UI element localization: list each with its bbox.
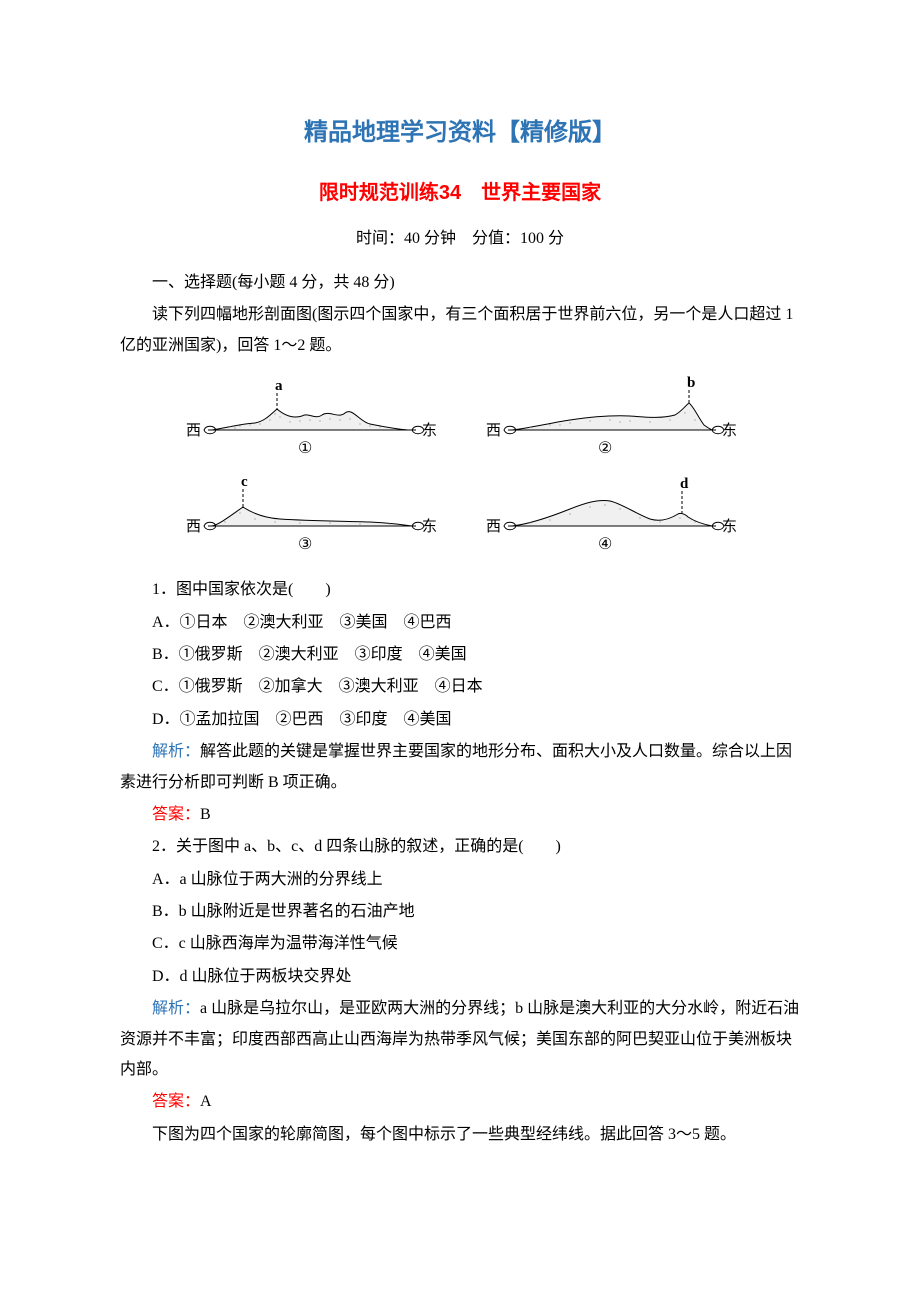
time-info: 时间：40 分钟 分值：100 分: [120, 224, 800, 254]
q2-answer: 答案：A: [120, 1087, 800, 1117]
q2-answer-label: 答案：: [152, 1093, 200, 1110]
q2-option-b: B．b 山脉附近是世界著名的石油产地: [120, 897, 800, 927]
q2-explain: 解析：a 山脉是乌拉尔山，是亚欧两大洲的分界线；b 山脉是澳大利亚的大分水岭，附…: [120, 994, 800, 1085]
q2-option-d: D．d 山脉位于两板块交界处: [120, 962, 800, 992]
profile-num-3: ③: [298, 536, 312, 553]
terrain-profiles-figure: a 西 东 ① b 西: [180, 375, 740, 559]
q2-option-c: C．c 山脉西海岸为温带海洋性气候: [120, 929, 800, 959]
profile-4: d 西 东 ④: [480, 471, 740, 559]
q1-option-c: C．①俄罗斯 ②加拿大 ③澳大利亚 ④日本: [120, 672, 800, 702]
q1-option-a: A．①日本 ②澳大利亚 ③美国 ④巴西: [120, 608, 800, 638]
figure-row-top: a 西 东 ① b 西: [180, 375, 740, 463]
q1-answer: 答案：B: [120, 800, 800, 830]
profile-num-1: ①: [298, 440, 312, 457]
east-label-2: 东: [722, 422, 737, 439]
peak-label-b: b: [687, 375, 695, 391]
q1-explain-text: 解答此题的关键是掌握世界主要国家的地形分布、面积大小及人口数量。综合以上因素进行…: [120, 743, 792, 790]
peak-label-c: c: [241, 474, 248, 490]
profile-1: a 西 东 ①: [180, 375, 440, 463]
profile-num-4: ④: [598, 536, 612, 553]
profile-3: c 西 东 ③: [180, 471, 440, 559]
peak-label-a: a: [275, 378, 283, 394]
q1-option-d: D．①孟加拉国 ②巴西 ③印度 ④美国: [120, 705, 800, 735]
profile-2: b 西 东 ②: [480, 375, 740, 463]
west-label-1: 西: [186, 423, 201, 439]
east-label-4: 东: [722, 518, 737, 535]
q1-option-b: B．①俄罗斯 ②澳大利亚 ③印度 ④美国: [120, 640, 800, 670]
title-main: 精品地理学习资料【精修版】: [120, 110, 800, 156]
peak-label-d: d: [680, 476, 689, 492]
profile-num-2: ②: [598, 440, 612, 457]
q2-option-a: A．a 山脉位于两大洲的分界线上: [120, 865, 800, 895]
q1-explain-label: 解析：: [152, 743, 200, 760]
q1-explain: 解析：解答此题的关键是掌握世界主要国家的地形分布、面积大小及人口数量。综合以上因…: [120, 737, 800, 798]
title-sub: 限时规范训练34 世界主要国家: [120, 174, 800, 212]
east-label-1: 东: [422, 422, 437, 439]
figure-row-bottom: c 西 东 ③ d 西: [180, 471, 740, 559]
q2-explain-text: a 山脉是乌拉尔山，是亚欧两大洲的分界线；b 山脉是澳大利亚的大分水岭，附近石油…: [120, 1000, 799, 1078]
west-label-3: 西: [186, 519, 201, 535]
q2-answer-text: A: [200, 1093, 212, 1110]
q1-stem: 1．图中国家依次是( ): [120, 575, 800, 605]
section-header: 一、选择题(每小题 4 分，共 48 分): [120, 268, 800, 298]
intro-paragraph-1: 读下列四幅地形剖面图(图示四个国家中，有三个面积居于世界前六位，另一个是人口超过…: [120, 300, 800, 361]
west-label-4: 西: [486, 519, 501, 535]
q1-answer-label: 答案：: [152, 806, 200, 823]
q2-explain-label: 解析：: [152, 1000, 200, 1017]
intro-paragraph-2: 下图为四个国家的轮廓简图，每个图中标示了一些典型经纬线。据此回答 3～5 题。: [120, 1120, 800, 1150]
east-label-3: 东: [422, 518, 437, 535]
west-label-2: 西: [486, 423, 501, 439]
q2-stem: 2．关于图中 a、b、c、d 四条山脉的叙述，正确的是( ): [120, 832, 800, 862]
q1-answer-text: B: [200, 806, 211, 823]
